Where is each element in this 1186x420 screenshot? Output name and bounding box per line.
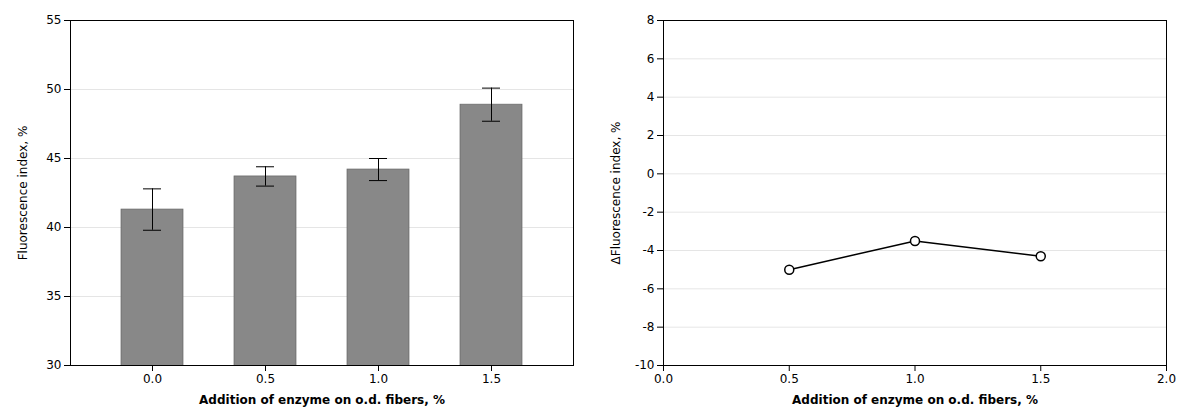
svg-text:50: 50 — [46, 82, 61, 96]
svg-text:-6: -6 — [643, 282, 655, 296]
svg-text:1.0: 1.0 — [905, 372, 924, 386]
svg-text:35: 35 — [46, 289, 61, 303]
svg-text:Fluorescence index, %: Fluorescence index, % — [16, 126, 30, 261]
svg-text:Addition of enzyme on o.d. fib: Addition of enzyme on o.d. fibers, % — [792, 393, 1038, 407]
svg-text:30: 30 — [46, 358, 61, 372]
svg-text:0.0: 0.0 — [654, 372, 673, 386]
svg-text:8: 8 — [647, 13, 655, 27]
svg-text:1.5: 1.5 — [482, 372, 501, 386]
svg-text:0.5: 0.5 — [780, 372, 799, 386]
svg-text:ΔFluorescence index, %: ΔFluorescence index, % — [609, 122, 623, 265]
svg-text:0: 0 — [647, 167, 655, 181]
svg-text:1.0: 1.0 — [369, 372, 388, 386]
svg-text:1.5: 1.5 — [1031, 372, 1050, 386]
svg-text:Addition of enzyme on o.d. fib: Addition of enzyme on o.d. fibers, % — [199, 393, 445, 407]
svg-text:0.0: 0.0 — [143, 372, 162, 386]
svg-text:-2: -2 — [643, 205, 655, 219]
svg-text:0.5: 0.5 — [256, 372, 275, 386]
svg-text:-10: -10 — [635, 358, 655, 372]
svg-text:2.0: 2.0 — [1157, 372, 1176, 386]
svg-text:55: 55 — [46, 13, 61, 27]
svg-text:40: 40 — [46, 220, 61, 234]
svg-text:6: 6 — [647, 52, 655, 66]
svg-text:45: 45 — [46, 151, 61, 165]
svg-text:-8: -8 — [643, 320, 655, 334]
svg-text:4: 4 — [647, 90, 655, 104]
svg-text:2: 2 — [647, 128, 655, 142]
svg-text:-4: -4 — [643, 243, 655, 257]
